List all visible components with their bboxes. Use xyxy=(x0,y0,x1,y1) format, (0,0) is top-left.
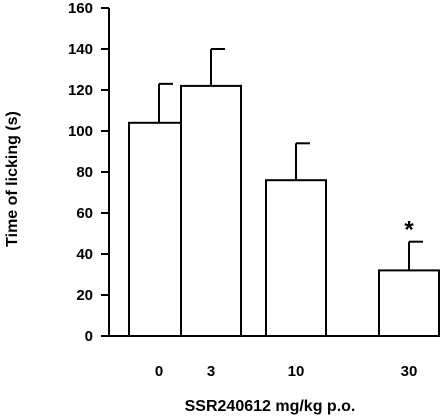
significance-marker: * xyxy=(404,217,414,244)
x-tick-label: 0 xyxy=(155,363,163,380)
y-axis: 0 20 40 60 80 100 120 140 160 xyxy=(68,0,110,345)
x-axis: 0 3 10 30 xyxy=(101,335,440,380)
bars: * xyxy=(128,48,440,338)
bar xyxy=(378,269,440,337)
x-tick-label: 3 xyxy=(207,363,215,380)
y-tick-label: 160 xyxy=(68,0,93,17)
y-tick-label: 80 xyxy=(76,164,93,181)
y-tick-label: 100 xyxy=(68,123,93,140)
y-tick-label: 0 xyxy=(85,328,93,345)
bar xyxy=(180,84,242,338)
bar xyxy=(128,121,190,337)
y-tick-label: 60 xyxy=(76,205,93,222)
x-axis-title: SSR240612 mg/kg p.o. xyxy=(185,398,356,415)
y-tick-label: 120 xyxy=(68,82,93,99)
y-tick-label: 20 xyxy=(76,287,93,304)
x-tick-label: 30 xyxy=(401,363,418,380)
bar xyxy=(265,179,327,337)
y-axis-title: Time of licking (s) xyxy=(4,111,21,247)
y-tick-label: 140 xyxy=(68,41,93,58)
y-tick-label: 40 xyxy=(76,246,93,263)
x-tick-label: 10 xyxy=(288,363,305,380)
